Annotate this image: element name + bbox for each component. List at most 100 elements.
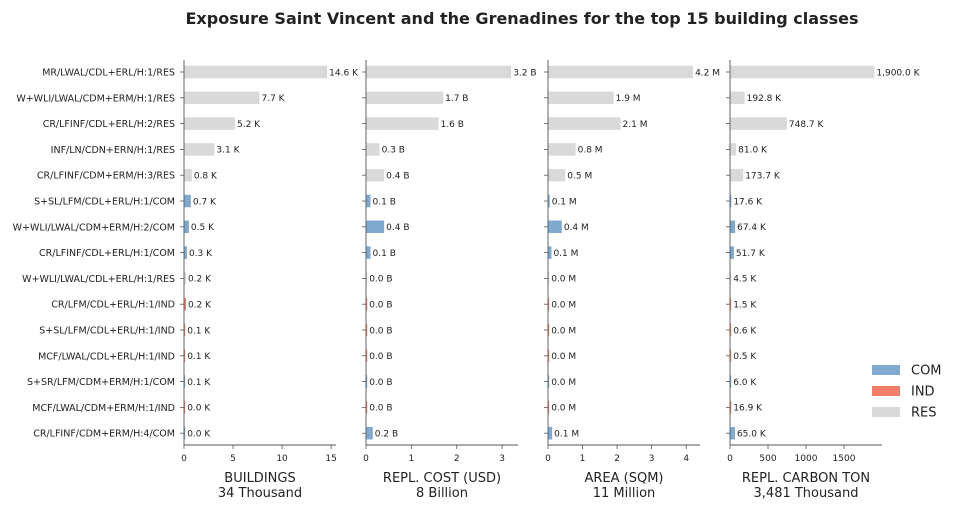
- bar: [730, 323, 732, 337]
- data-label: 7.7 K: [262, 94, 286, 104]
- bar: [730, 117, 787, 130]
- data-label: 0.5 M: [567, 172, 592, 182]
- bar: [730, 375, 732, 388]
- bar: [366, 426, 373, 440]
- category-label: CR/LFINF/CDM+ERM/H:4/COM: [33, 429, 175, 440]
- bar: [366, 168, 385, 182]
- bar: [730, 168, 744, 182]
- bar: [548, 220, 562, 234]
- bar: [730, 194, 732, 208]
- category-labels: MR/LWAL/CDL+ERL/H:1/RES W+WLI/LWAL/CDM+ER…: [13, 68, 175, 440]
- bar: [548, 246, 552, 259]
- bar: [730, 246, 734, 259]
- x-axis-label: AREA (SQM): [584, 471, 663, 486]
- data-label: 0.2 B: [375, 430, 398, 440]
- x-tick-label: 3: [649, 454, 655, 464]
- data-label: 0.0 K: [187, 430, 211, 440]
- bar: [366, 297, 368, 311]
- category-label: MR/LWAL/CDL+ERL/H:1/RES: [42, 68, 175, 79]
- panel-2: 3.2 B 1.7 B 1.6 B 0.3 B 0.4 B 0.1 B 0.4 B 0.1 B…: [362, 60, 537, 501]
- x-axis-label: REPL. COST (USD): [383, 471, 501, 486]
- data-label: 16.9 K: [733, 404, 763, 414]
- bar: [184, 117, 235, 130]
- category-label: CR/LFINF/CDL+ERL/H:1/COM: [39, 248, 175, 259]
- bar: [366, 375, 368, 388]
- data-label: 1.7 B: [445, 94, 468, 104]
- x-tick-label: 2: [454, 454, 460, 464]
- category-label: CR/LFINF/CDL+ERL/H:2/RES: [43, 119, 175, 130]
- bar: [548, 297, 550, 311]
- category-label: W+WLI/LWAL/CDM+ERM/H:1/RES: [16, 93, 175, 104]
- bar: [730, 65, 875, 79]
- bar: [730, 91, 745, 105]
- bar: [548, 91, 614, 105]
- bar: [730, 220, 736, 234]
- data-label: 67.4 K: [737, 223, 767, 233]
- data-label: 0.4 M: [564, 223, 589, 233]
- x-tick-label: 2: [614, 454, 620, 464]
- bar: [366, 246, 371, 259]
- x-tick-label: 1000: [795, 454, 818, 464]
- data-label: 4.5 K: [733, 275, 757, 285]
- legend-swatch-com: [872, 365, 900, 375]
- panel-3: 4.2 M 1.9 M 2.1 M 0.8 M 0.5 M 0.1 M 0.4 M 0.1 M…: [544, 60, 720, 501]
- data-label: 0.0 M: [551, 404, 576, 414]
- bar: [184, 91, 260, 105]
- bar: [366, 194, 371, 208]
- data-label: 0.2 K: [188, 275, 212, 285]
- x-tick-label: 0: [181, 454, 187, 464]
- x-tick-label: 4: [683, 454, 689, 464]
- bar: [184, 349, 186, 363]
- bar: [184, 168, 192, 182]
- category-label: S+SR/LFM/CDM+ERM/H:1/COM: [27, 377, 175, 388]
- bar: [730, 297, 732, 311]
- data-label: 1.5 K: [733, 301, 757, 311]
- data-label: 0.5 K: [733, 352, 757, 362]
- x-tick-label: 10: [276, 454, 288, 464]
- bar: [184, 375, 186, 388]
- bar: [548, 272, 550, 285]
- category-label: S+SL/LFM/CDL+ERL/H:1/IND: [39, 326, 175, 337]
- data-label: 0.1 M: [552, 197, 577, 207]
- x-tick-label: 1: [409, 454, 415, 464]
- data-label: 0.5 K: [191, 223, 215, 233]
- data-label: 0.0 M: [551, 352, 576, 362]
- data-label: 0.4 B: [386, 223, 409, 233]
- bar: [184, 220, 189, 234]
- bar: [366, 349, 368, 363]
- data-label: 0.0 B: [369, 378, 392, 388]
- bar: [548, 65, 694, 79]
- x-axis-label: BUILDINGS: [224, 471, 295, 486]
- data-label: 65.0 K: [737, 430, 767, 440]
- bar: [730, 401, 732, 414]
- bar: [184, 143, 215, 156]
- data-label: 81.0 K: [738, 146, 768, 156]
- x-tick-label: 1: [580, 454, 586, 464]
- data-label: 3.1 K: [216, 146, 240, 156]
- category-label: W+WLI/LWAL/CDM+ERM/H:2/COM: [13, 222, 175, 233]
- x-tick-label: 0: [727, 454, 733, 464]
- legend-label-res: RES: [911, 406, 937, 421]
- data-label: 0.1 K: [187, 378, 211, 388]
- data-label: 0.0 B: [369, 275, 392, 285]
- bar: [184, 272, 186, 285]
- category-label: CR/LFINF/CDM+ERM/H:3/RES: [37, 171, 175, 182]
- x-tick-label: 0: [363, 454, 369, 464]
- legend-swatch-ind: [872, 386, 900, 396]
- bar: [184, 323, 186, 337]
- data-label: 0.0 B: [369, 404, 392, 414]
- bar: [548, 194, 550, 208]
- legend: COM IND RES: [872, 364, 942, 421]
- x-tick-label: 1500: [833, 454, 856, 464]
- data-label: 5.2 K: [237, 120, 261, 130]
- x-tick-label: 3: [499, 454, 505, 464]
- bar: [548, 401, 550, 414]
- data-label: 0.8 K: [194, 172, 218, 182]
- data-label: 0.1 B: [373, 197, 396, 207]
- data-label: 0.2 K: [188, 301, 212, 311]
- category-label: INF/LN/CDN+ERN/H:1/RES: [51, 145, 175, 156]
- x-tick-label: 5: [230, 454, 236, 464]
- bar: [366, 117, 439, 130]
- data-label: 14.6 K: [329, 68, 359, 78]
